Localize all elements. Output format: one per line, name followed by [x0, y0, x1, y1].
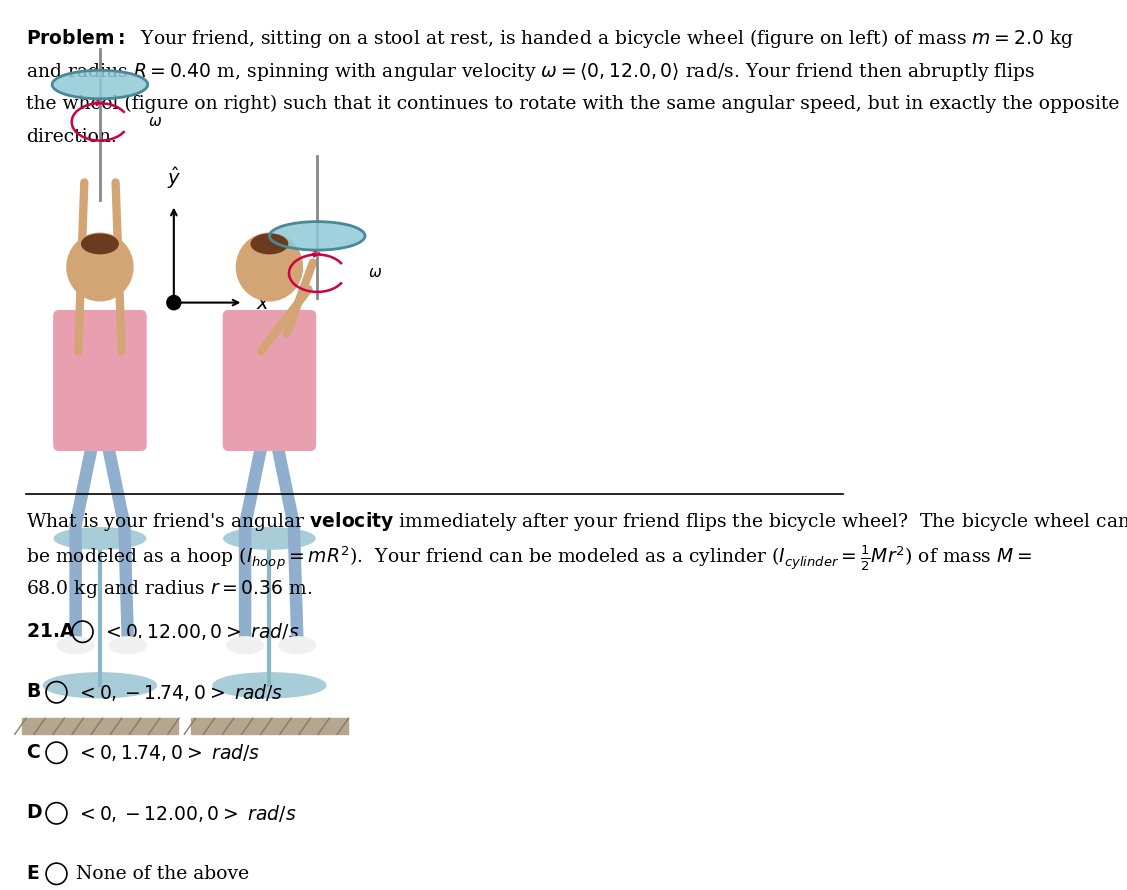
Text: $\hat{x}$: $\hat{x}$	[256, 292, 270, 313]
Text: $< 0, -1.74, 0 >$ $rad/s$: $< 0, -1.74, 0 >$ $rad/s$	[76, 682, 283, 703]
Ellipse shape	[44, 673, 157, 698]
Text: $\mathbf{C}$: $\mathbf{C}$	[26, 744, 41, 762]
Ellipse shape	[57, 637, 94, 653]
Text: direction.: direction.	[26, 128, 117, 146]
Text: 68.0 kg and radius $r = 0.36$ m.: 68.0 kg and radius $r = 0.36$ m.	[26, 578, 312, 600]
Ellipse shape	[213, 673, 326, 698]
Text: be modeled as a hoop ($I_{hoop} = mR^2$).  Your friend can be modeled as a cylin: be modeled as a hoop ($I_{hoop} = mR^2$)…	[26, 544, 1032, 573]
FancyBboxPatch shape	[223, 311, 316, 450]
Text: and radius $R = 0.40$ m, spinning with angular velocity $\omega = \langle 0, 12.: and radius $R = 0.40$ m, spinning with a…	[26, 61, 1036, 83]
Text: None of the above: None of the above	[76, 865, 249, 883]
Ellipse shape	[227, 637, 264, 653]
Circle shape	[66, 233, 133, 301]
FancyBboxPatch shape	[54, 311, 147, 450]
Text: $< 0, 1.74, 0 >$ $rad/s$: $< 0, 1.74, 0 >$ $rad/s$	[76, 742, 259, 764]
Circle shape	[237, 233, 302, 301]
Ellipse shape	[54, 528, 145, 549]
Ellipse shape	[81, 234, 118, 254]
Ellipse shape	[279, 637, 316, 653]
Ellipse shape	[109, 637, 147, 653]
Text: $\mathbf{21.\!A}$: $\mathbf{21.\!A}$	[26, 623, 77, 641]
Text: $\mathbf{E}$: $\mathbf{E}$	[26, 865, 39, 883]
Text: $< 0, -12.00, 0 >$ $rad/s$: $< 0, -12.00, 0 >$ $rad/s$	[76, 803, 296, 824]
Bar	[21, 718, 178, 734]
Text: $< 0, 12.00, 0 >$ $rad/s$: $< 0, 12.00, 0 >$ $rad/s$	[101, 621, 300, 643]
Text: $\mathbf{D}$: $\mathbf{D}$	[26, 805, 43, 822]
Bar	[192, 718, 347, 734]
Text: $\mathbf{Problem:}$  Your friend, sitting on a stool at rest, is handed a bicycl: $\mathbf{Problem:}$ Your friend, sitting…	[26, 27, 1074, 50]
Text: What is your friend's angular $\mathbf{velocity}$ immediately after your friend : What is your friend's angular $\mathbf{v…	[26, 510, 1127, 533]
Ellipse shape	[269, 222, 365, 250]
Text: $\hat{y}$: $\hat{y}$	[167, 166, 181, 191]
Text: $\omega$: $\omega$	[148, 115, 162, 129]
Ellipse shape	[251, 234, 287, 254]
Ellipse shape	[224, 528, 316, 549]
Circle shape	[167, 295, 180, 310]
Ellipse shape	[52, 70, 148, 99]
Text: the wheel (figure on right) such that it continues to rotate with the same angul: the wheel (figure on right) such that it…	[26, 94, 1119, 113]
Text: $\mathbf{B}$: $\mathbf{B}$	[26, 684, 41, 701]
Text: $\omega$: $\omega$	[367, 266, 382, 280]
